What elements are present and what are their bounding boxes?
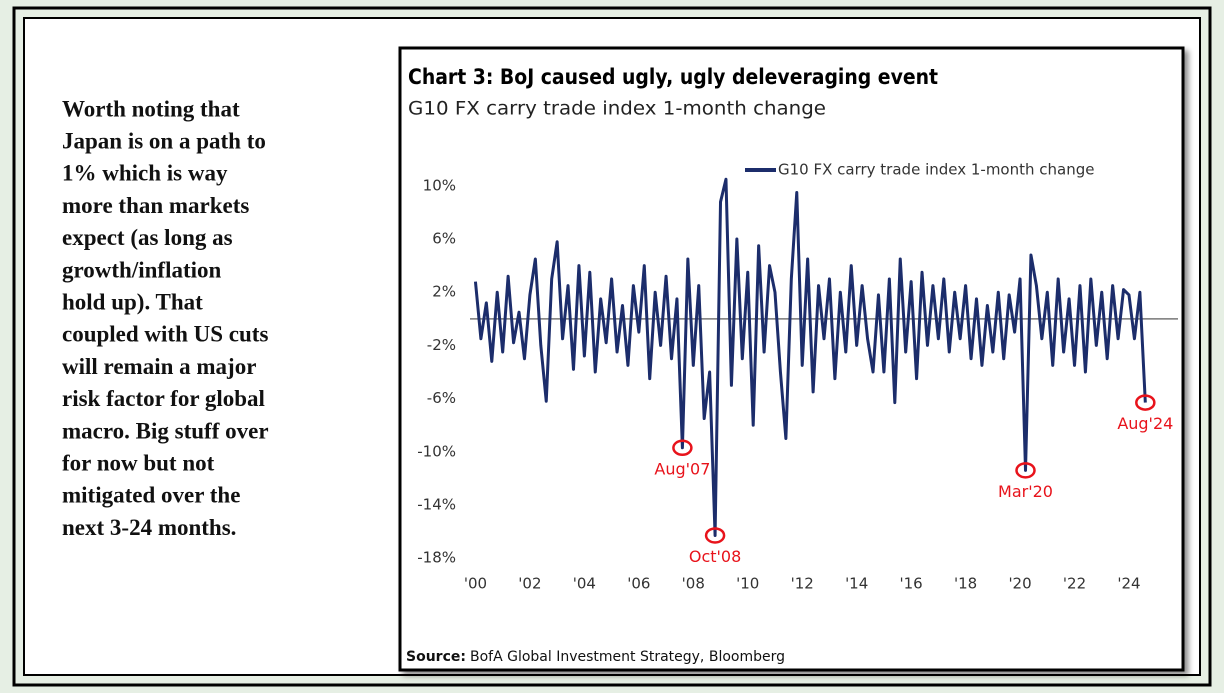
x-tick-label: '18 bbox=[954, 575, 977, 593]
y-tick-label: -10% bbox=[417, 442, 456, 460]
note-line: growth/inflation bbox=[62, 257, 222, 282]
y-tick-label: 2% bbox=[432, 283, 456, 301]
annotation-circle bbox=[1135, 394, 1156, 411]
outer-frame bbox=[12, 6, 1212, 687]
x-tick-label: '08 bbox=[682, 575, 705, 593]
plot: 10% 6% 2% -2% -6% -10% -14% -18% '00 '02 '04 '06 '08… bbox=[417, 161, 1178, 593]
x-tick-label: '00 bbox=[464, 575, 487, 593]
note-line: next 3-24 months. bbox=[62, 515, 236, 540]
x-tick-label: '02 bbox=[518, 575, 541, 593]
annotation-label: Aug'24 bbox=[1117, 414, 1173, 433]
annotation-label: Oct'08 bbox=[689, 547, 741, 566]
y-tick-label: -14% bbox=[417, 495, 456, 513]
note-line: Japan is on a path to bbox=[62, 128, 266, 153]
x-tick-label: '24 bbox=[1117, 575, 1140, 593]
annotation-circle bbox=[672, 439, 693, 457]
chart-subtitle: G10 FX carry trade index 1-month change bbox=[408, 98, 826, 120]
annotation-circle bbox=[704, 527, 726, 544]
y-tick-label: 10% bbox=[423, 176, 456, 194]
annotation-label: Aug'07 bbox=[654, 459, 710, 478]
y-tick-label: -6% bbox=[427, 389, 456, 407]
note: Worth noting that Japan is on a path to 1%… bbox=[62, 96, 269, 540]
note-line: Worth noting that bbox=[62, 96, 240, 121]
x-tick-label: '12 bbox=[791, 575, 814, 593]
x-tick-label: '04 bbox=[573, 575, 596, 593]
y-tick-label: -2% bbox=[427, 336, 456, 354]
note-line: 1% which is way bbox=[62, 161, 228, 186]
note-line: macro. Big stuff over bbox=[62, 418, 269, 443]
series-line bbox=[473, 177, 1147, 537]
annotation-circle bbox=[1015, 462, 1036, 479]
note-line: will remain a major bbox=[62, 354, 256, 379]
source-label: Source: bbox=[406, 649, 466, 665]
note-line: mitigated over the bbox=[62, 483, 240, 508]
legend-label: G10 FX carry trade index 1-month change bbox=[778, 161, 1094, 179]
note-line: for now but not bbox=[62, 450, 215, 475]
note-line: coupled with US cuts bbox=[62, 322, 268, 347]
note-line: expect (as long as bbox=[62, 225, 233, 250]
annotation-label: Mar'20 bbox=[998, 482, 1053, 501]
source-text: BofA Global Investment Strategy, Bloombe… bbox=[470, 649, 785, 665]
y-tick-label: 6% bbox=[432, 230, 456, 248]
x-tick-label: '16 bbox=[900, 575, 923, 593]
chart-title: Chart 3: BoJ caused ugly, ugly deleverag… bbox=[408, 65, 938, 89]
x-tick-label: '20 bbox=[1008, 575, 1031, 593]
note-line: hold up). That bbox=[62, 289, 203, 314]
y-tick-label: -18% bbox=[417, 549, 456, 567]
x-tick-label: '06 bbox=[627, 575, 650, 593]
source: Source: BofA Global Investment Strategy, … bbox=[406, 649, 785, 665]
note-line: risk factor for global bbox=[62, 386, 265, 411]
x-tick-label: '22 bbox=[1063, 575, 1086, 593]
x-tick-label: '10 bbox=[736, 575, 759, 593]
note-line: more than markets bbox=[62, 193, 249, 218]
x-tick-label: '14 bbox=[845, 575, 868, 593]
